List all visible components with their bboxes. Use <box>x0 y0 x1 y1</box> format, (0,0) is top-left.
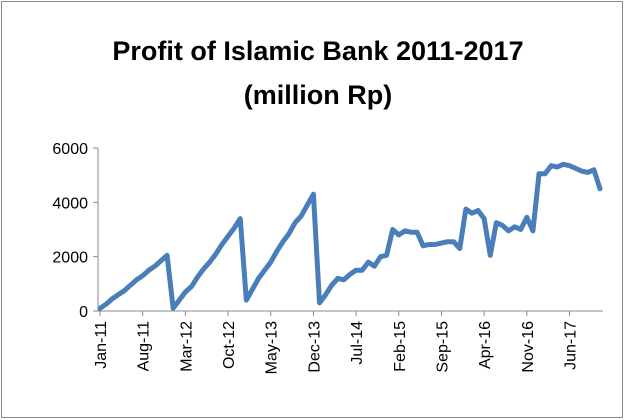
y-tick-label: 6000 <box>52 141 88 158</box>
data-line <box>97 161 603 311</box>
x-tick-label: Dec-13 <box>306 321 323 373</box>
chart-title: (million Rp) <box>244 80 392 110</box>
x-tick-label: May-13 <box>264 321 281 374</box>
chart-title: Profit of Islamic Bank 2011-2017 <box>112 36 523 66</box>
x-tick-label: Jan-11 <box>93 321 110 369</box>
x-tick-label: Apr-16 <box>477 321 494 369</box>
x-tick-label: Sep-15 <box>434 321 451 373</box>
y-tick-label: 4000 <box>52 195 88 212</box>
y-tick-label: 2000 <box>52 250 88 267</box>
x-tick-label: Nov-16 <box>520 321 537 373</box>
x-tick-label: Mar-12 <box>178 321 195 372</box>
x-tick-label: Jun-17 <box>563 321 580 370</box>
x-tick-label: Feb-15 <box>392 321 409 372</box>
x-tick-label: Aug-11 <box>136 321 153 372</box>
x-tick-label: Jul-14 <box>349 321 366 365</box>
x-tick-label: Oct-12 <box>221 321 238 369</box>
y-tick-label: 0 <box>79 304 88 321</box>
